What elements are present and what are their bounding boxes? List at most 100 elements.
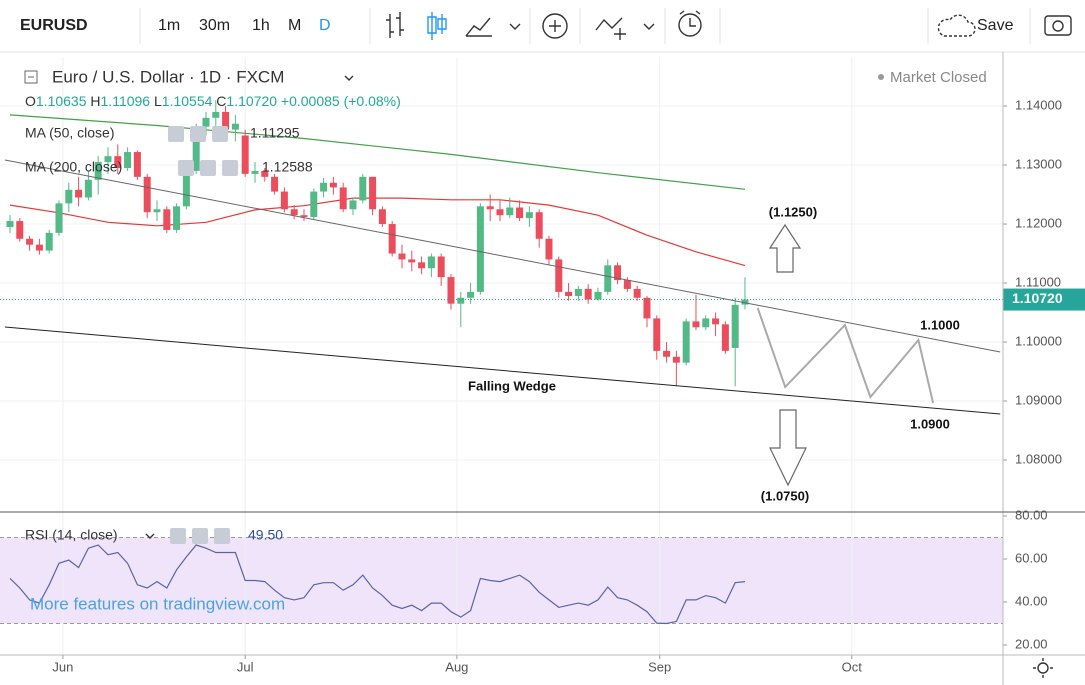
candle-body — [682, 321, 690, 363]
candle-body — [290, 209, 298, 216]
candle-body — [672, 356, 680, 363]
annotation: (1.1250) — [769, 204, 817, 219]
candle-body — [153, 209, 161, 213]
candle-body — [261, 170, 269, 177]
candle-body — [349, 200, 357, 210]
ma-value: 1.12588 — [262, 159, 313, 175]
candle-body — [418, 262, 426, 269]
candle-body — [280, 191, 288, 210]
rsi-line — [9, 544, 746, 625]
bar-style-icon[interactable] — [386, 12, 521, 40]
ohlc-key: C — [216, 93, 226, 109]
candle-body — [398, 253, 406, 260]
candle-body — [329, 182, 337, 188]
interval[interactable]: D — [319, 17, 331, 34]
alert-icon[interactable] — [678, 10, 702, 37]
rsi-controls[interactable] — [170, 528, 230, 544]
ma-legend[interactable]: MA (50, close) — [25, 125, 114, 141]
compare-icon[interactable] — [595, 17, 655, 40]
candle-body — [525, 212, 533, 219]
watermark[interactable]: More features on tradingview.com — [30, 594, 285, 613]
candle-body — [271, 176, 279, 192]
toolbar: EURUSD 1m 30m 1h M D Save — [0, 8, 1085, 53]
ma-controls[interactable] — [178, 160, 238, 176]
title-chevron[interactable] — [344, 75, 354, 81]
candle-body — [535, 212, 543, 239]
candle-body — [231, 123, 239, 130]
interval[interactable]: 1h — [252, 17, 270, 34]
candle-body — [614, 265, 622, 281]
candle-body — [369, 176, 377, 210]
annotation: Falling Wedge — [468, 378, 556, 393]
candle-body — [594, 291, 602, 300]
plot-area: Jun Jul Aug Sep Oct 1.14000 1.13000 1.12000 1.11… — [0, 57, 1085, 674]
rsi-value: 49.50 — [248, 527, 283, 543]
change: +0.00085 (+0.08%) — [281, 93, 401, 109]
candle-body — [721, 324, 729, 351]
snapshot-icon[interactable] — [1044, 15, 1072, 36]
candle-body — [114, 156, 122, 168]
ohlc-value: 1.11096 — [101, 93, 151, 109]
ohlc-key: L — [154, 93, 162, 109]
candle-body — [26, 238, 34, 245]
save-icon[interactable] — [937, 14, 976, 37]
collapse-icon[interactable] — [24, 70, 38, 84]
candle-body — [84, 179, 92, 198]
interval[interactable]: 30m — [199, 17, 230, 34]
ohlc-value: 1.10635 — [36, 93, 87, 109]
candle-body — [653, 318, 661, 351]
x-tick-label: Sep — [648, 659, 671, 674]
candle-body — [35, 244, 43, 251]
candle-body — [731, 304, 739, 348]
candle-body — [378, 209, 386, 225]
candle-body — [623, 280, 631, 289]
interval[interactable]: 1m — [158, 17, 180, 34]
last-price-box — [1003, 288, 1085, 311]
candle-body — [300, 215, 308, 217]
indicators-icon[interactable] — [542, 13, 568, 39]
status-dot — [878, 74, 884, 80]
candle-body — [388, 224, 396, 254]
candle-body — [75, 189, 83, 198]
candle-body — [65, 189, 73, 204]
candle-body — [310, 191, 318, 217]
candle-body — [702, 318, 710, 328]
candle-body — [574, 288, 582, 297]
chart-title[interactable]: Euro / U.S. Dollar · 1D · FXCM — [52, 67, 284, 86]
candle-body — [212, 111, 220, 118]
candle-body — [437, 256, 445, 278]
moving-average — [9, 114, 746, 190]
candle-body — [45, 232, 53, 251]
y-tick-label: 1.13000 — [1015, 156, 1062, 171]
interval[interactable]: M — [288, 17, 301, 34]
y-tick-label: 40.00 — [1015, 593, 1048, 608]
y-tick-label: 1.14000 — [1015, 97, 1062, 112]
candle-body — [565, 291, 573, 297]
x-tick-label: Jun — [52, 659, 73, 674]
candle-body — [584, 288, 592, 300]
symbol[interactable]: EURUSD — [20, 17, 88, 34]
settings-icon[interactable] — [1033, 658, 1053, 678]
up-arrow — [768, 223, 802, 273]
candle-body — [320, 182, 328, 192]
y-tick-label: 1.12000 — [1015, 215, 1062, 230]
rsi-chevron[interactable] — [145, 533, 155, 539]
annotation: (1.0750) — [761, 488, 809, 503]
moving-average — [9, 197, 746, 267]
ma-controls[interactable] — [168, 126, 228, 142]
candle-body — [741, 299, 749, 305]
candle-body — [516, 207, 524, 219]
candle-body — [202, 117, 210, 127]
down-arrow — [769, 409, 807, 487]
candle-body — [339, 187, 347, 210]
rsi-legend[interactable]: RSI (14, close) — [25, 527, 118, 543]
candle-body — [633, 288, 641, 298]
save-button[interactable]: Save — [977, 17, 1014, 34]
ma-legend[interactable]: MA (200, close) — [25, 159, 122, 175]
x-tick-label: Oct — [842, 659, 863, 674]
ohlc-legend: O1.10635 H1.11096 L1.10554 C1.10720 +0.0… — [25, 93, 401, 109]
candle-body — [555, 259, 563, 292]
market-status: Market Closed — [890, 69, 987, 86]
